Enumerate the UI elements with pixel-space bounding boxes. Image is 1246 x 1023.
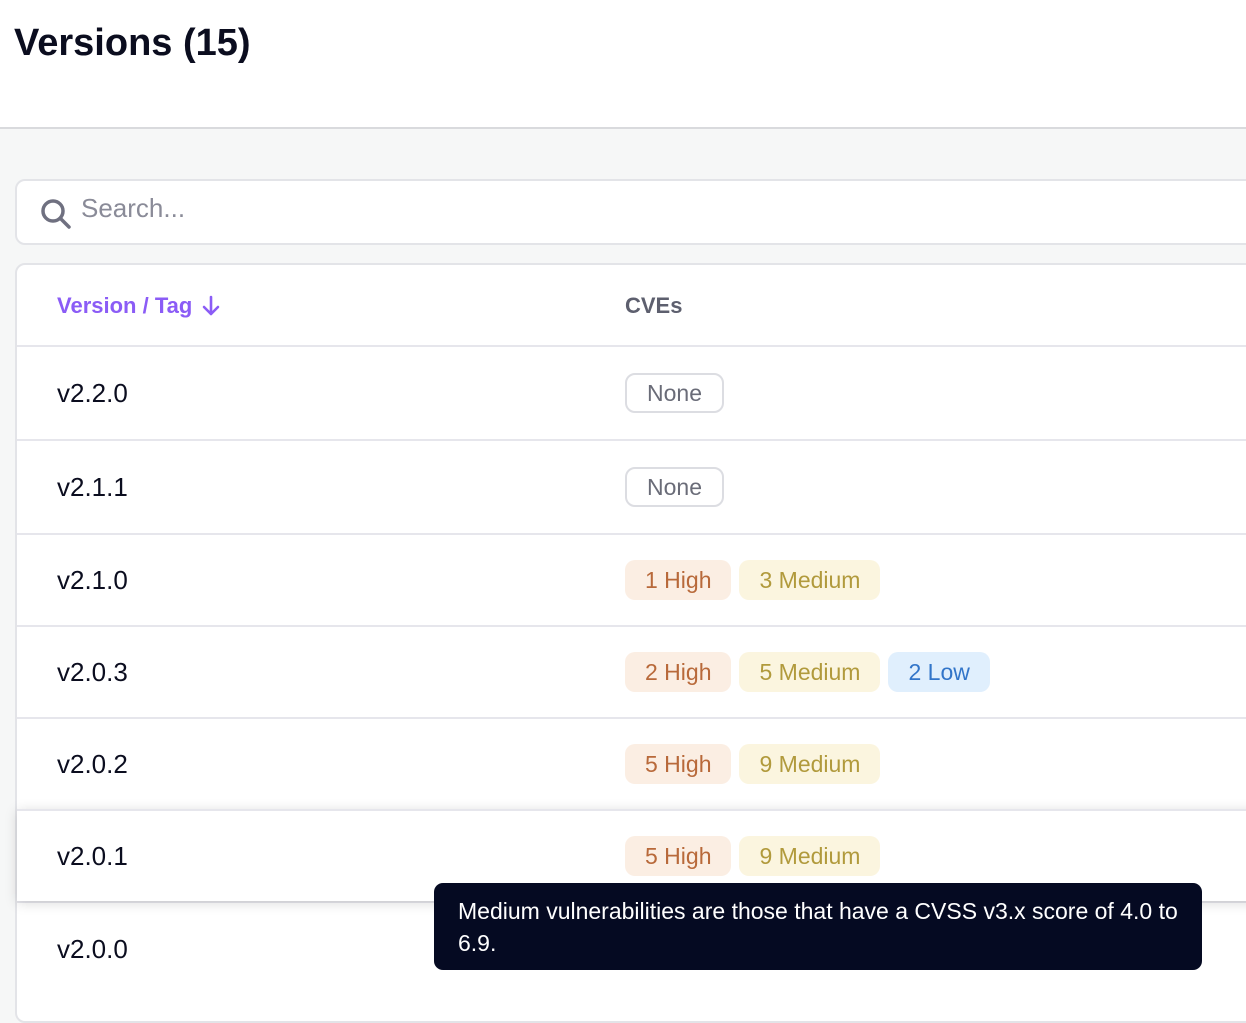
cve-badges: 1 High 3 Medium <box>625 535 881 625</box>
cve-badge-low[interactable]: 2 Low <box>888 652 990 692</box>
page-header: Versions (15) <box>0 0 1246 129</box>
cve-badge-high[interactable]: 5 High <box>625 836 732 876</box>
page-title: Versions (15) <box>14 22 251 64</box>
column-header-version[interactable]: Version / Tag <box>57 265 222 347</box>
cve-badge-high[interactable]: 5 High <box>625 744 732 784</box>
version-label: v2.0.2 <box>57 748 128 779</box>
version-label: v2.1.0 <box>57 564 128 595</box>
arrow-down-icon <box>203 295 220 316</box>
version-label: v2.0.0 <box>57 933 128 964</box>
cve-badges: None <box>625 347 724 439</box>
search-icon <box>41 199 71 229</box>
table-row[interactable]: v2.1.1 None <box>17 439 1246 533</box>
cve-badges: 2 High 5 Medium 2 Low <box>625 627 990 717</box>
version-label: v2.0.3 <box>57 656 128 687</box>
table-row[interactable]: v2.0.2 5 High 9 Medium <box>17 717 1246 809</box>
version-label: v2.0.1 <box>57 840 128 871</box>
cve-badge-high[interactable]: 1 High <box>625 560 732 600</box>
table-row[interactable]: v2.1.0 1 High 3 Medium <box>17 533 1246 625</box>
cve-badge-medium[interactable]: 5 Medium <box>739 652 881 692</box>
table-row[interactable]: v2.0.3 2 High 5 Medium 2 Low <box>17 625 1246 717</box>
cve-badge-high[interactable]: 2 High <box>625 652 732 692</box>
cve-badges: 5 High 9 Medium <box>625 719 881 809</box>
cve-badges: 5 High 9 Medium <box>625 811 881 901</box>
column-header-version-label: Version / Tag <box>57 293 193 318</box>
cve-badge-none[interactable]: None <box>625 373 724 413</box>
version-label: v2.2.0 <box>57 377 128 408</box>
search-input[interactable] <box>81 193 681 224</box>
column-header-cves: CVEs <box>625 293 683 318</box>
cve-badge-medium[interactable]: 9 Medium <box>739 744 881 784</box>
table-row[interactable]: v2.2.0 None <box>17 345 1246 439</box>
cve-badge-none[interactable]: None <box>625 467 724 507</box>
cve-badge-medium[interactable]: 9 Medium <box>739 836 881 876</box>
cve-badge-medium[interactable]: 3 Medium <box>739 560 881 600</box>
search-box[interactable] <box>15 179 1246 245</box>
cve-badges: None <box>625 441 724 533</box>
version-label: v2.1.1 <box>57 471 128 502</box>
tooltip: Medium vulnerabilities are those that ha… <box>434 883 1202 970</box>
